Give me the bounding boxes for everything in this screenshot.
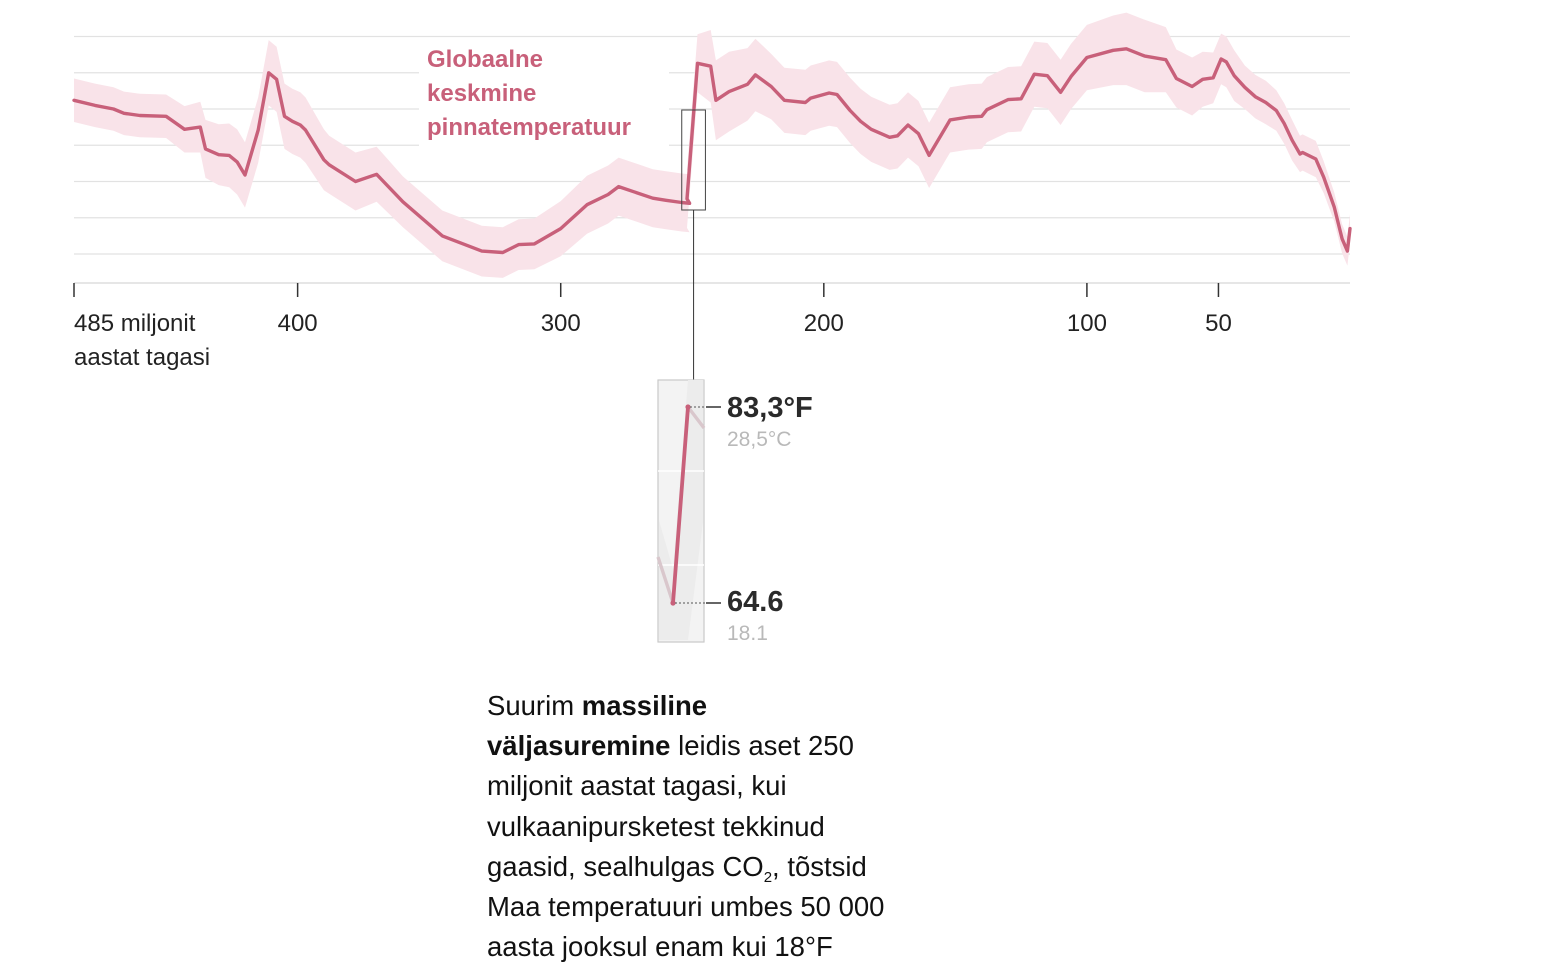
annotation-text: Suurim xyxy=(487,690,582,721)
inset-low-celsius: 18.1 xyxy=(727,622,768,645)
inset-high-point xyxy=(685,404,691,410)
annotation-text: aasta jooksul enam kui 18°F xyxy=(487,931,833,963)
inset-high-celsius: 28,5°C xyxy=(727,428,791,451)
extinction-highlight xyxy=(681,109,706,380)
series-label-line-3: pinnatemperatuur xyxy=(427,114,631,141)
series-label-line-2: keskmine xyxy=(427,80,536,107)
x-tick-label: 50 xyxy=(1205,310,1232,337)
zoom-inset: 83,3°F 28,5°C 64.6 18.1 xyxy=(656,379,813,645)
inset-context-left xyxy=(656,556,675,604)
annotation-text: Maa temperatuuri umbes 50 000 xyxy=(487,891,885,923)
temperature-line xyxy=(72,47,1352,255)
series-label: Globaalne keskmine pinnatemperatuur xyxy=(419,42,669,146)
annotation-text: gaasid, sealhulgas CO xyxy=(487,850,764,882)
series-label-background xyxy=(419,42,669,146)
x-axis: 485 miljonit aastat tagasi 400 300 200 100 50 xyxy=(73,282,1350,371)
annotation-text: , tõstsid xyxy=(772,850,867,882)
x-tick-label: 485 miljonit xyxy=(74,310,196,337)
x-tick-label: 200 xyxy=(804,310,844,337)
temperature-series xyxy=(72,47,1352,255)
inset-low-point xyxy=(670,600,676,606)
x-tick-label: 400 xyxy=(278,310,318,337)
annotation-text: leidis aset 250 xyxy=(670,730,854,762)
annotation-text: miljonit aastat tagasi, kui xyxy=(487,770,787,802)
series-label-line-1: Globaalne xyxy=(427,46,543,73)
inset-low-fahrenheit: 64.6 xyxy=(727,586,783,618)
annotation-text: vulkaanipursketest tekkinud xyxy=(487,810,825,842)
x-tick-label: aastat tagasi xyxy=(74,344,210,371)
inset-spike-line xyxy=(671,405,690,605)
annotation-subscript: 2 xyxy=(763,868,773,886)
inset-context-right xyxy=(686,405,706,430)
x-tick-label: 100 xyxy=(1067,310,1107,337)
x-tick-label: 300 xyxy=(541,310,581,337)
extinction-annotation: Suurim massiline väljasuremine leidis ase… xyxy=(487,686,957,967)
annotation-emphasis: massiline xyxy=(581,690,708,721)
annotation-emphasis: väljasuremine xyxy=(487,730,671,762)
inset-high-fahrenheit: 83,3°F xyxy=(727,392,813,424)
